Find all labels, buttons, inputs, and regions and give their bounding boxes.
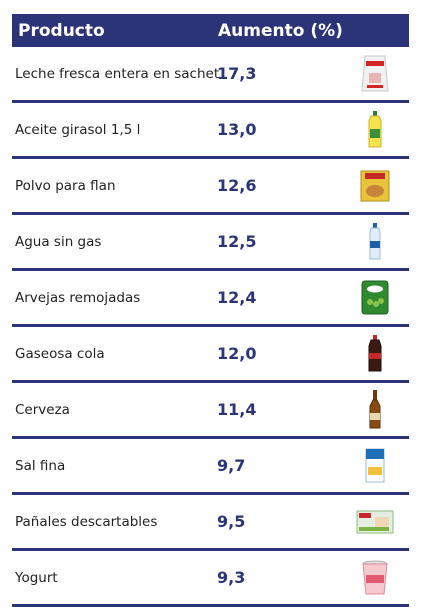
- table-row: Polvo para flan 12,6: [12, 159, 409, 215]
- product-name: Gaseosa cola: [15, 345, 105, 362]
- milk-sachet-icon: [361, 55, 389, 92]
- product-name: Pañales descartables: [15, 513, 158, 530]
- product-name: Polvo para flan: [15, 177, 116, 194]
- flan-box-icon: [360, 170, 390, 202]
- product-name: Agua sin gas: [15, 233, 102, 250]
- water-bottle-icon: [369, 223, 381, 260]
- table-row: Pañales descartables 9,5: [12, 495, 409, 551]
- product-name: Sal fina: [15, 457, 66, 474]
- beer-bottle-icon: [369, 390, 381, 429]
- table-row: Aceite girasol 1,5 l 13,0: [12, 103, 409, 159]
- table-header: Producto Aumento (%): [12, 14, 409, 47]
- increase-value: 9,3: [217, 568, 246, 587]
- increase-value: 11,4: [217, 400, 257, 419]
- yogurt-cup-icon: [362, 560, 388, 595]
- increase-value: 12,5: [217, 232, 257, 251]
- table-row: Cerveza 11,4: [12, 383, 409, 439]
- price-increase-table: Producto Aumento (%) Leche fresca entera…: [12, 14, 409, 607]
- table-row: Gaseosa cola 12,0: [12, 327, 409, 383]
- cola-bottle-icon: [368, 335, 382, 372]
- header-product: Producto: [18, 20, 105, 41]
- table-row: Arvejas remojadas 12,4: [12, 271, 409, 327]
- table-row: Agua sin gas 12,5: [12, 215, 409, 271]
- table-row: Yogurt 9,3: [12, 551, 409, 607]
- table-row: Leche fresca entera en sachet 17,3: [12, 47, 409, 103]
- increase-value: 13,0: [217, 120, 257, 139]
- product-name: Cerveza: [15, 401, 70, 418]
- increase-value: 12,0: [217, 344, 257, 363]
- diapers-pack-icon: [356, 510, 394, 534]
- oil-bottle-icon: [368, 111, 382, 148]
- product-name: Yogurt: [15, 569, 58, 586]
- product-name: Leche fresca entera en sachet: [15, 65, 220, 82]
- salt-package-icon: [365, 448, 385, 483]
- increase-value: 12,4: [217, 288, 257, 307]
- table-row: Sal fina 9,7: [12, 439, 409, 495]
- product-name: Aceite girasol 1,5 l: [15, 121, 141, 138]
- header-increase: Aumento (%): [218, 20, 343, 41]
- increase-value: 17,3: [217, 64, 257, 83]
- increase-value: 9,5: [217, 512, 246, 531]
- product-name: Arvejas remojadas: [15, 289, 141, 306]
- peas-can-icon: [361, 280, 389, 315]
- increase-value: 9,7: [217, 456, 246, 475]
- increase-value: 12,6: [217, 176, 257, 195]
